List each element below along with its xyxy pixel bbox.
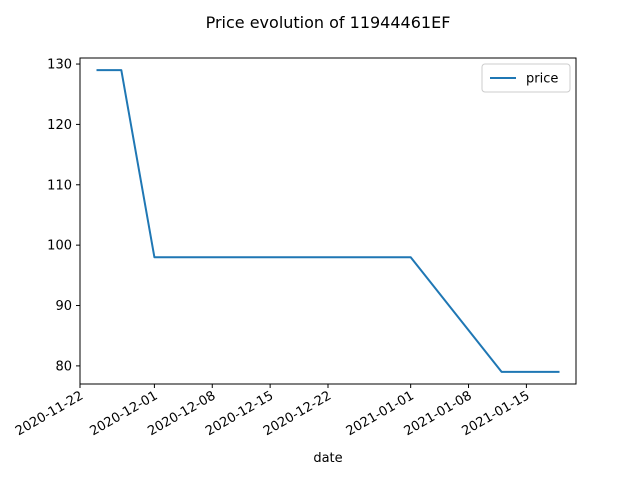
y-tick-label: 130	[47, 58, 72, 73]
x-axis-label: date	[313, 451, 342, 466]
legend: price	[481, 63, 571, 93]
legend-label-price: price	[526, 72, 558, 87]
y-tick-label: 90	[55, 299, 72, 314]
series-line-price	[96, 69, 560, 373]
chart-title: Price evolution of 11944461EF	[206, 13, 451, 32]
y-tick-label: 110	[47, 178, 72, 193]
plot-area: 80 90 100 110 120 130 2020-11-22 2020-12-01202…	[13, 57, 577, 439]
series-layer	[96, 69, 560, 373]
y-tick-label: 100	[47, 239, 72, 254]
y-axis: 80 90 100 110 120 130	[47, 58, 80, 374]
y-tick-label: 120	[47, 118, 72, 133]
plot-frame	[79, 57, 577, 385]
legend-box	[481, 63, 571, 93]
x-axis: 2020-11-22 2020-12-012020-12-082020-12-15…	[13, 384, 532, 439]
x-tick-label: 2020-11-22	[13, 388, 86, 439]
y-tick-label: 80	[55, 359, 72, 374]
